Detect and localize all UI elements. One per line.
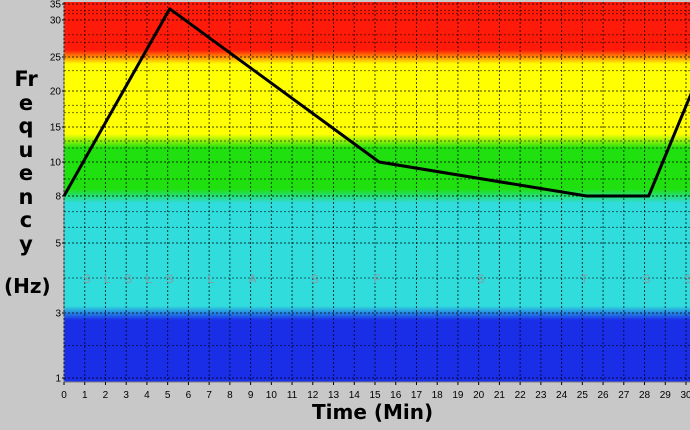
band-letter: F <box>373 272 380 286</box>
band-letter: A <box>249 272 257 286</box>
x-tick-label: 17 <box>411 390 423 401</box>
x-tick-label: 1 <box>82 390 88 401</box>
band-letter: L <box>146 272 153 286</box>
x-tick-label: 13 <box>328 390 340 401</box>
series-line <box>62 7 690 198</box>
x-tick-label: 5 <box>165 390 171 401</box>
y-tick-label: 35 <box>50 0 62 11</box>
band-letter: S <box>684 272 690 286</box>
x-tick-label: 8 <box>227 390 233 401</box>
x-tick-label: 2 <box>103 390 109 401</box>
band-letter: S <box>311 272 319 286</box>
y-tick-label: 15 <box>50 123 62 134</box>
y-tick-label: 25 <box>50 53 62 64</box>
y-tick-label: 1 <box>55 374 61 385</box>
band-letter: S <box>83 272 91 286</box>
x-tick-label: 21 <box>494 390 506 401</box>
band-letter: L <box>104 272 111 286</box>
plot-background <box>63 2 690 383</box>
y-tick-label: 10 <box>50 158 62 169</box>
x-tick-label: 6 <box>186 390 192 401</box>
y-tick-label: 30 <box>50 16 62 27</box>
x-tick-label: 25 <box>577 390 589 401</box>
x-tick-label: 12 <box>307 390 319 401</box>
x-axis-label: Time (Min) <box>312 400 434 424</box>
x-tick-label: 27 <box>618 390 630 401</box>
x-tick-label: 15 <box>369 390 381 401</box>
series-layer <box>62 7 690 198</box>
x-tick-label: 30 <box>680 390 690 401</box>
grid-lines <box>63 2 690 382</box>
x-tick-label: 26 <box>598 390 610 401</box>
x-tick-label: 3 <box>123 390 129 401</box>
x-tick-label: 22 <box>515 390 527 401</box>
x-tick-label: 9 <box>248 390 254 401</box>
x-tick-label: 4 <box>144 390 150 401</box>
x-tick-label: 10 <box>266 390 278 401</box>
y-tick-label: 8 <box>55 192 61 203</box>
y-tick-label: 3 <box>55 309 61 320</box>
band-letter: T <box>581 272 589 286</box>
x-tick-label: 24 <box>556 390 568 401</box>
band-letter: L <box>208 272 215 286</box>
band-letter: S <box>643 272 651 286</box>
band-letter: S <box>124 272 132 286</box>
x-tick-label: 11 <box>287 390 298 401</box>
band-letter: S <box>166 272 174 286</box>
band-fill <box>64 2 690 382</box>
x-tick-label: 19 <box>452 390 464 401</box>
x-tick-label: 28 <box>639 390 651 401</box>
y-axis-unit: (Hz) <box>4 274 51 298</box>
x-tick-label: 14 <box>349 390 361 401</box>
x-tick-label: 18 <box>432 390 444 401</box>
y-tick-label: 20 <box>50 87 62 98</box>
x-tick-label: 0 <box>61 390 67 401</box>
x-tick-label: 7 <box>206 390 212 401</box>
y-axis-label: Frequency <box>14 67 38 256</box>
x-tick-label: 29 <box>660 390 672 401</box>
x-tick-label: 23 <box>535 390 547 401</box>
band-letter: S <box>477 272 485 286</box>
y-tick-label: 5 <box>55 239 61 250</box>
x-tick-label: 16 <box>390 390 402 401</box>
x-tick-label: 20 <box>473 390 485 401</box>
x-axis: 0 1 2 3 4 5 6 7 8 9 10 11 12 13 14 15 16 17 18 19 20 21 22 23 24… <box>61 382 690 401</box>
